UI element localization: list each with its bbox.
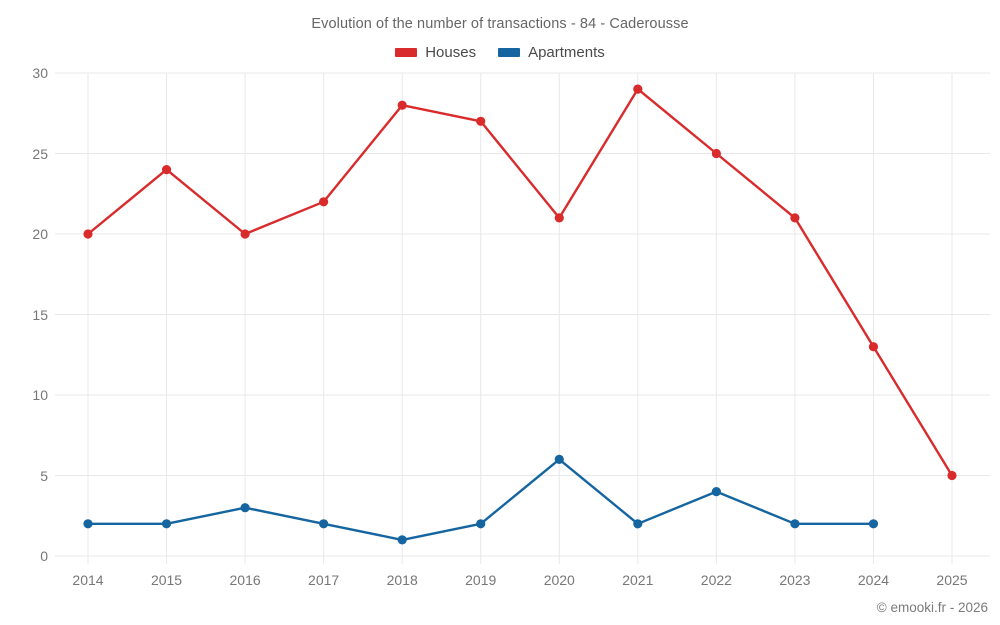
data-point[interactable] <box>633 519 643 529</box>
data-point[interactable] <box>868 342 879 352</box>
x-tick-label: 2023 <box>779 572 811 588</box>
data-point[interactable] <box>397 100 407 110</box>
data-point[interactable] <box>397 535 407 545</box>
legend-item-houses[interactable]: Houses <box>395 44 476 61</box>
x-tick-label: 2024 <box>857 572 890 588</box>
y-tick-label: 15 <box>32 306 48 323</box>
x-tick-label: 2015 <box>150 572 183 588</box>
data-point[interactable] <box>554 454 564 464</box>
data-point[interactable] <box>947 470 957 481</box>
x-tick-label: 2016 <box>229 572 261 588</box>
x-tick-label: 2019 <box>465 572 497 588</box>
data-point[interactable] <box>161 519 172 529</box>
x-tick-label: 2018 <box>386 572 418 588</box>
series-apartments <box>83 454 879 545</box>
legend-swatch-apartments <box>498 48 521 57</box>
x-tick-label: 2021 <box>622 572 654 588</box>
data-point[interactable] <box>476 519 486 529</box>
data-point[interactable] <box>161 165 172 175</box>
data-point[interactable] <box>319 519 329 529</box>
legend-label-apartments: Apartments <box>528 44 605 61</box>
chart-title: Evolution of the number of transactions … <box>311 16 689 32</box>
y-tick-label: 10 <box>32 387 48 403</box>
series-houses <box>83 84 957 481</box>
data-point[interactable] <box>790 213 800 223</box>
y-tick-label: 25 <box>32 145 48 162</box>
data-point[interactable] <box>633 84 643 94</box>
data-point[interactable] <box>240 229 250 239</box>
chart-legend: Houses Apartments <box>0 44 1000 61</box>
legend-swatch-houses <box>395 48 418 57</box>
data-point[interactable] <box>319 197 329 207</box>
data-point[interactable] <box>790 519 800 529</box>
vertical-gridlines <box>87 73 953 564</box>
legend-label-houses: Houses <box>425 44 477 61</box>
x-tick-label: 2017 <box>308 572 340 588</box>
data-point[interactable] <box>476 116 486 126</box>
data-point[interactable] <box>83 519 93 529</box>
legend-item-apartments[interactable]: Apartments <box>498 44 605 61</box>
y-tick-label: 0 <box>40 548 48 564</box>
data-point[interactable] <box>711 487 721 497</box>
data-point[interactable] <box>240 503 250 513</box>
data-point[interactable] <box>554 213 564 223</box>
x-tick-label: 2020 <box>543 572 575 588</box>
x-tick-label: 2025 <box>936 572 968 588</box>
data-point[interactable] <box>711 148 721 159</box>
series-line-houses <box>86 87 954 477</box>
y-tick-label: 30 <box>32 65 48 81</box>
y-tick-label: 5 <box>40 467 48 484</box>
x-tick-label: 2014 <box>72 572 104 588</box>
horizontal-gridlines <box>55 72 990 557</box>
x-tick-label: 2022 <box>700 572 732 588</box>
footer-credit: © emooki.fr - 2026 <box>876 600 988 615</box>
y-tick-label: 20 <box>32 226 48 242</box>
data-point[interactable] <box>83 229 93 239</box>
data-point[interactable] <box>868 519 879 529</box>
